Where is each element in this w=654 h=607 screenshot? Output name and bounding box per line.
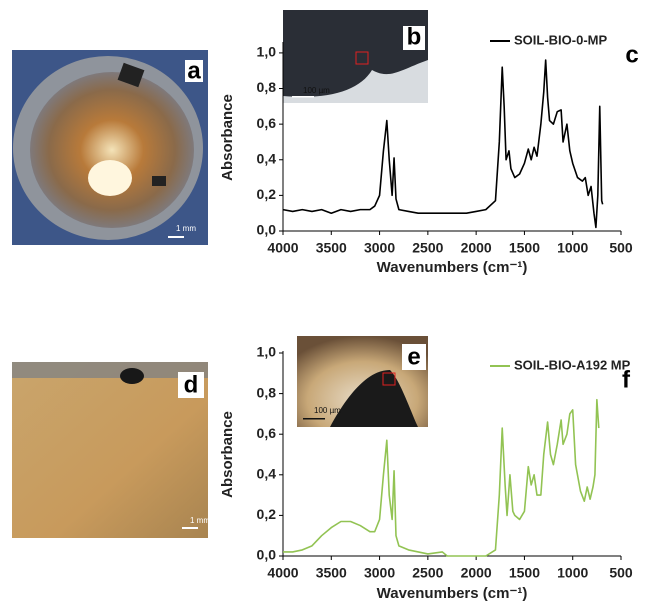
scale-bar-label: 1 mm: [190, 516, 210, 525]
panel-label: f: [622, 366, 631, 393]
scale-bar-label: 1 mm: [176, 224, 196, 233]
panel-label: c: [625, 41, 638, 68]
y-tick-label: 1,0: [257, 344, 277, 360]
y-tick-label: 0,8: [257, 384, 277, 400]
panel-label: a: [187, 57, 201, 84]
x-tick-label: 3000: [364, 565, 395, 581]
y-tick-label: 0,6: [257, 425, 277, 441]
x-tick-label: 2000: [461, 240, 492, 256]
inset-e: [297, 336, 428, 427]
x-tick-label: 3000: [364, 240, 395, 256]
x-tick-label: 1000: [557, 240, 588, 256]
scale-bar-label: 100 µm: [314, 406, 341, 415]
x-tick-label: 1000: [557, 565, 588, 581]
x-axis-title: Wavenumbers (cm⁻¹): [377, 585, 528, 602]
y-tick-label: 0,4: [257, 150, 277, 166]
x-tick-label: 1500: [509, 240, 540, 256]
x-axis-title: Wavenumbers (cm⁻¹): [377, 259, 528, 276]
photo-d: [12, 362, 208, 538]
x-tick-label: 3500: [316, 565, 347, 581]
x-tick-label: 2500: [412, 240, 443, 256]
x-tick-label: 2000: [461, 565, 492, 581]
panel-label: d: [184, 371, 199, 398]
y-tick-label: 1,0: [257, 44, 277, 60]
x-tick-label: 4000: [267, 240, 298, 256]
y-tick-label: 0,6: [257, 115, 277, 131]
x-tick-label: 1500: [509, 565, 540, 581]
panel-label: e: [407, 343, 420, 370]
y-tick-label: 0,2: [257, 186, 277, 202]
scale-bar-label: 100 µm: [303, 86, 330, 95]
y-tick-label: 0,4: [257, 466, 277, 482]
spectrum-line: [283, 398, 600, 557]
x-tick-label: 500: [609, 565, 633, 581]
photo-a: [12, 50, 208, 245]
legend-label: SOIL-BIO-A192 MP: [514, 357, 631, 372]
y-axis-title: Absorbance: [219, 94, 236, 181]
x-tick-label: 3500: [316, 240, 347, 256]
y-tick-label: 0,0: [257, 222, 277, 238]
y-tick-label: 0,2: [257, 506, 277, 522]
x-tick-label: 2500: [412, 565, 443, 581]
x-tick-label: 4000: [267, 565, 298, 581]
panel-label-box: [185, 60, 203, 82]
spectrum-line: [282, 59, 604, 229]
y-tick-label: 0,0: [257, 547, 277, 563]
y-axis-title: Absorbance: [219, 411, 236, 498]
panel-label: b: [407, 23, 422, 50]
x-tick-label: 500: [609, 240, 633, 256]
y-tick-label: 0,8: [257, 79, 277, 95]
inset-b: [283, 10, 428, 103]
legend-label: SOIL-BIO-0-MP: [514, 32, 607, 47]
